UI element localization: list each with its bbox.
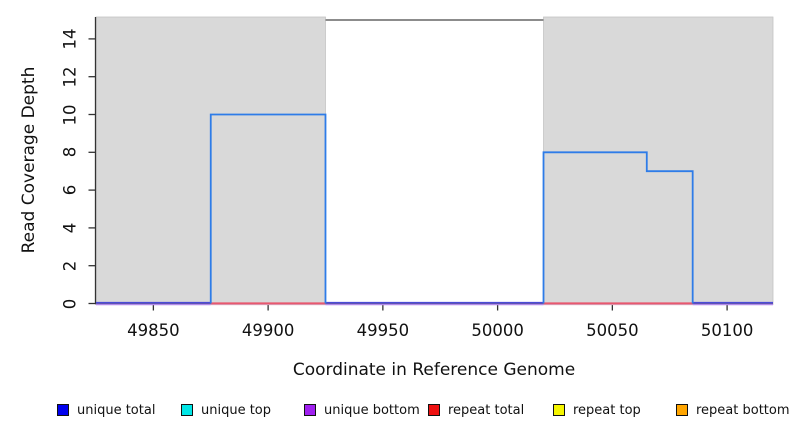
x-tick-label: 49850 [127,321,180,340]
y-tick-label: 0 [60,298,80,309]
y-tick-label: 8 [60,147,80,158]
coverage-step-right [542,151,694,304]
right-shaded-block [543,16,774,305]
x-tick-label: 50000 [471,321,524,340]
y-axis-title: Read Coverage Depth [19,66,39,254]
x-tick-label: 49900 [241,321,295,340]
y-tick-label: 12 [60,66,80,88]
x-tick-label: 50050 [586,321,639,340]
y-tick-label: 4 [60,222,80,234]
y-tick-label: 14 [60,28,80,50]
x-tick-label: 50100 [700,321,754,340]
y-tick-label: 6 [60,184,80,196]
coverage-step-left [209,113,327,304]
x-axis-title: Coordinate in Reference Genome [292,360,576,380]
x-tick-label: 49950 [356,321,410,340]
y-tick-label: 2 [60,260,80,271]
y-tick-label: 10 [60,104,80,125]
